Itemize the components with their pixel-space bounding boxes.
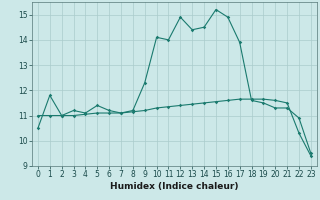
X-axis label: Humidex (Indice chaleur): Humidex (Indice chaleur) [110, 182, 239, 191]
